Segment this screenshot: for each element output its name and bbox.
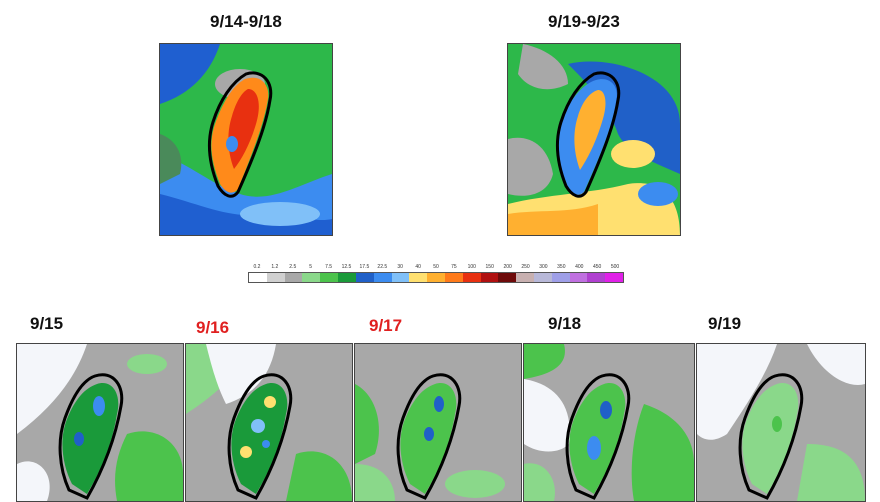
colorbar-tick-label: 2.5 bbox=[289, 264, 297, 270]
colorbar-swatch bbox=[338, 273, 356, 282]
colorbar-tick-labels: 0.2 1.2 2.5 5 7.5 12.5 17.5 22.5 30 40 50 75 100 150 2… bbox=[248, 262, 624, 272]
colorbar-swatch bbox=[355, 273, 374, 282]
rainfall-map-9-18 bbox=[523, 343, 695, 502]
colorbar-swatch bbox=[391, 273, 410, 282]
colorbar-tick-label: 250 bbox=[521, 264, 530, 270]
colorbar-tick-label: 12.5 bbox=[341, 264, 352, 270]
colorbar-tick-label: 40 bbox=[415, 264, 421, 270]
colorbar-swatch bbox=[605, 273, 624, 282]
colorbar-swatch bbox=[320, 273, 339, 282]
colorbar-swatch bbox=[284, 273, 303, 282]
colorbar-swatch bbox=[462, 273, 481, 282]
colorbar-tick-label: 350 bbox=[557, 264, 566, 270]
rainfall-map-9-17 bbox=[354, 343, 522, 502]
colorbar-tick-label: 500 bbox=[610, 264, 620, 270]
colorbar-swatch bbox=[587, 273, 606, 282]
colorbar-swatch bbox=[444, 273, 463, 282]
colorbar-tick-label: 1.2 bbox=[271, 264, 279, 270]
colorbar-swatch bbox=[266, 273, 285, 282]
panel-title-9-14-9-18: 9/14-9/18 bbox=[210, 12, 282, 31]
colorbar-tick-label: 400 bbox=[575, 264, 584, 270]
colorbar-tick-label: 450 bbox=[592, 264, 602, 270]
panel-title-9-16: 9/16 bbox=[196, 318, 230, 337]
rainfall-map-9-19-9-23 bbox=[507, 43, 681, 236]
colorbar-tick-label: 100 bbox=[467, 264, 476, 270]
colorbar-swatch bbox=[427, 273, 445, 282]
colorbar-tick-label: 75 bbox=[451, 264, 457, 270]
colorbar-tick-label: 17.5 bbox=[359, 264, 370, 270]
colorbar-tick-label: 22.5 bbox=[377, 264, 388, 270]
colorbar-swatch bbox=[249, 273, 267, 282]
colorbar-swatches bbox=[248, 272, 624, 283]
panel-title-9-15: 9/15 bbox=[30, 314, 64, 333]
colorbar-tick-label: 50 bbox=[433, 264, 439, 270]
colorbar-swatch bbox=[569, 273, 588, 282]
rainfall-map-9-15 bbox=[16, 343, 184, 502]
colorbar-tick-label: 200 bbox=[503, 264, 512, 270]
colorbar-tick-label: 7.5 bbox=[325, 264, 333, 270]
panel-title-9-17: 9/17 bbox=[369, 316, 403, 335]
rainfall-map-9-19 bbox=[696, 343, 866, 502]
panel-title-9-19: 9/19 bbox=[708, 314, 742, 333]
colorbar-swatch bbox=[516, 273, 534, 282]
colorbar-swatch bbox=[480, 273, 499, 282]
rainfall-map-9-14-9-18 bbox=[159, 43, 333, 236]
colorbar-swatch bbox=[409, 273, 428, 282]
colorbar-swatch bbox=[534, 273, 552, 282]
colorbar-tick-label: 30 bbox=[397, 264, 403, 270]
colorbar-swatch bbox=[551, 273, 570, 282]
rainfall-map-9-16 bbox=[185, 343, 353, 502]
colorbar-tick-label: 150 bbox=[485, 264, 494, 270]
colorbar-swatch bbox=[302, 273, 321, 282]
panel-title-9-18: 9/18 bbox=[548, 314, 582, 333]
colorbar-tick-label: 5 bbox=[309, 264, 313, 270]
panel-title-9-19-9-23: 9/19-9/23 bbox=[548, 12, 620, 31]
colorbar-tick-label: 0.2 bbox=[253, 264, 261, 270]
colorbar-swatch bbox=[498, 273, 517, 282]
colorbar-tick-label: 300 bbox=[539, 264, 548, 270]
rainfall-colorbar: 0.2 1.2 2.5 5 7.5 12.5 17.5 22.5 30 40 50 75 100 150 2… bbox=[248, 262, 624, 283]
colorbar-swatch bbox=[373, 273, 392, 282]
